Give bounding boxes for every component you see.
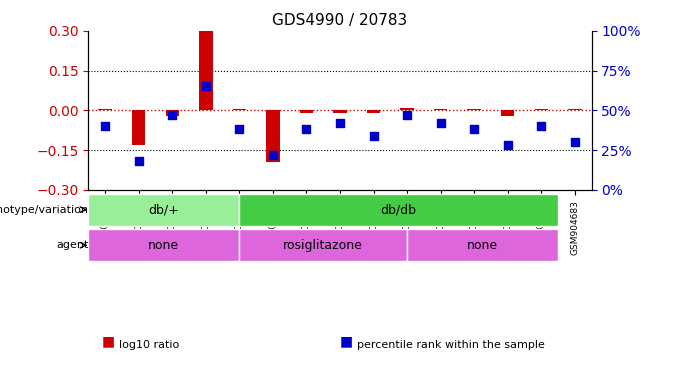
Text: none: none (148, 239, 180, 252)
Bar (199, 31, 213, 110)
FancyBboxPatch shape (88, 194, 239, 225)
Title: GDS4990 / 20783: GDS4990 / 20783 (273, 13, 407, 28)
Text: rosiglitazone: rosiglitazone (284, 239, 363, 252)
Text: percentile rank within the sample: percentile rank within the sample (357, 339, 545, 349)
Point (167, 112, 177, 118)
Text: agent: agent (56, 240, 88, 250)
Bar (367, 110, 380, 113)
Point (402, 112, 413, 118)
FancyBboxPatch shape (407, 229, 558, 261)
Point (569, 139, 580, 145)
Point (133, 158, 144, 164)
Text: log10 ratio: log10 ratio (119, 339, 180, 349)
FancyBboxPatch shape (88, 229, 239, 261)
Bar (434, 109, 447, 110)
Point (503, 142, 513, 149)
Text: db/+: db/+ (148, 203, 180, 216)
Bar (300, 110, 313, 113)
Bar (233, 109, 246, 110)
FancyBboxPatch shape (239, 194, 558, 225)
Bar (467, 109, 481, 110)
Bar (99, 109, 112, 110)
Point (201, 83, 211, 89)
FancyBboxPatch shape (239, 229, 407, 261)
Point (267, 152, 278, 158)
Bar (534, 109, 548, 110)
Text: db/db: db/db (381, 203, 417, 216)
Bar (165, 110, 179, 116)
Point (469, 126, 479, 132)
Point (301, 126, 312, 132)
Point (435, 120, 446, 126)
Point (100, 123, 111, 129)
Text: ■: ■ (340, 334, 353, 349)
Point (335, 120, 345, 126)
Point (368, 133, 379, 139)
Bar (333, 110, 347, 113)
Bar (501, 110, 515, 116)
Bar (266, 110, 279, 162)
Bar (401, 108, 414, 110)
Text: genotype/variation: genotype/variation (0, 205, 88, 215)
Bar (132, 110, 146, 145)
Text: ■: ■ (102, 334, 115, 349)
Bar (568, 109, 581, 110)
Point (536, 123, 547, 129)
Point (234, 126, 245, 132)
Text: none: none (467, 239, 498, 252)
